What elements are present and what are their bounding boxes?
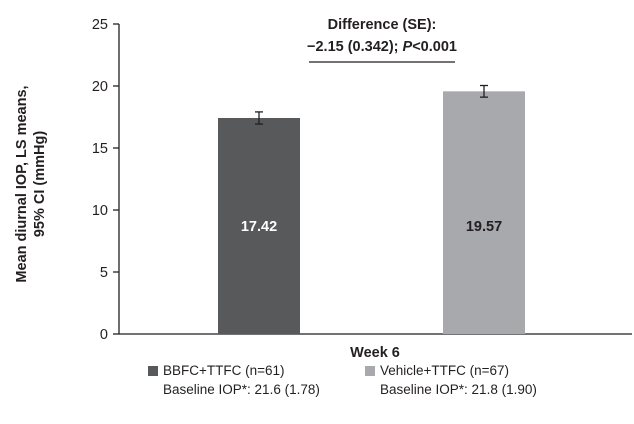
annotation-line-1: Difference (SE): xyxy=(328,17,437,33)
bar-value-label: 17.42 xyxy=(241,219,277,235)
annotation-line-2: −2.15 (0.342); P<0.001 xyxy=(307,39,457,55)
annotation-difference-value: −2.15 (0.342); xyxy=(307,39,403,55)
bar xyxy=(218,117,300,334)
annotation-p-symbol: P xyxy=(403,39,413,55)
y-tick-label: 15 xyxy=(92,141,108,157)
legend-item-2: Vehicle+TTFC (n=67) Baseline IOP*: 21.8 … xyxy=(365,361,537,399)
bar xyxy=(443,91,525,334)
y-ticks: 0 5 10 15 20 25 xyxy=(92,17,119,343)
difference-annotation: Difference (SE): −2.15 (0.342); P<0.001 xyxy=(307,17,457,63)
y-tick-label: 0 xyxy=(100,327,108,343)
legend-label-1: BBFC+TTFC (n=61) xyxy=(163,363,285,378)
annotation-p-value: <0.001 xyxy=(412,39,457,55)
bar-value-label: 19.57 xyxy=(466,219,502,235)
legend-item-1: BBFC+TTFC (n=61) Baseline IOP*: 21.6 (1.… xyxy=(148,361,320,399)
legend-swatch-1 xyxy=(148,366,158,376)
legend-sublabel-1: Baseline IOP*: 21.6 (1.78) xyxy=(163,382,320,397)
y-tick-label: 25 xyxy=(92,17,108,33)
y-tick-label: 20 xyxy=(92,79,108,95)
y-tick-label: 10 xyxy=(92,203,108,219)
y-axis-title: Mean diurnal IOP, LS means, 95% CI (mmHg… xyxy=(14,85,48,282)
y-axis-title-line-2: 95% CI (mmHg) xyxy=(32,131,48,238)
legend-label-2: Vehicle+TTFC (n=67) xyxy=(380,363,510,378)
y-tick-label: 5 xyxy=(100,265,108,281)
y-axis-title-line-1: Mean diurnal IOP, LS means, xyxy=(14,85,30,282)
legend-sublabel-2: Baseline IOP*: 21.8 (1.90) xyxy=(380,382,537,397)
y-axis: 0 5 10 15 20 25 xyxy=(92,17,120,343)
legend-swatch-2 xyxy=(365,366,375,376)
x-axis-title: Week 6 xyxy=(350,345,400,361)
bars: 17.42 19.57 xyxy=(218,84,525,334)
